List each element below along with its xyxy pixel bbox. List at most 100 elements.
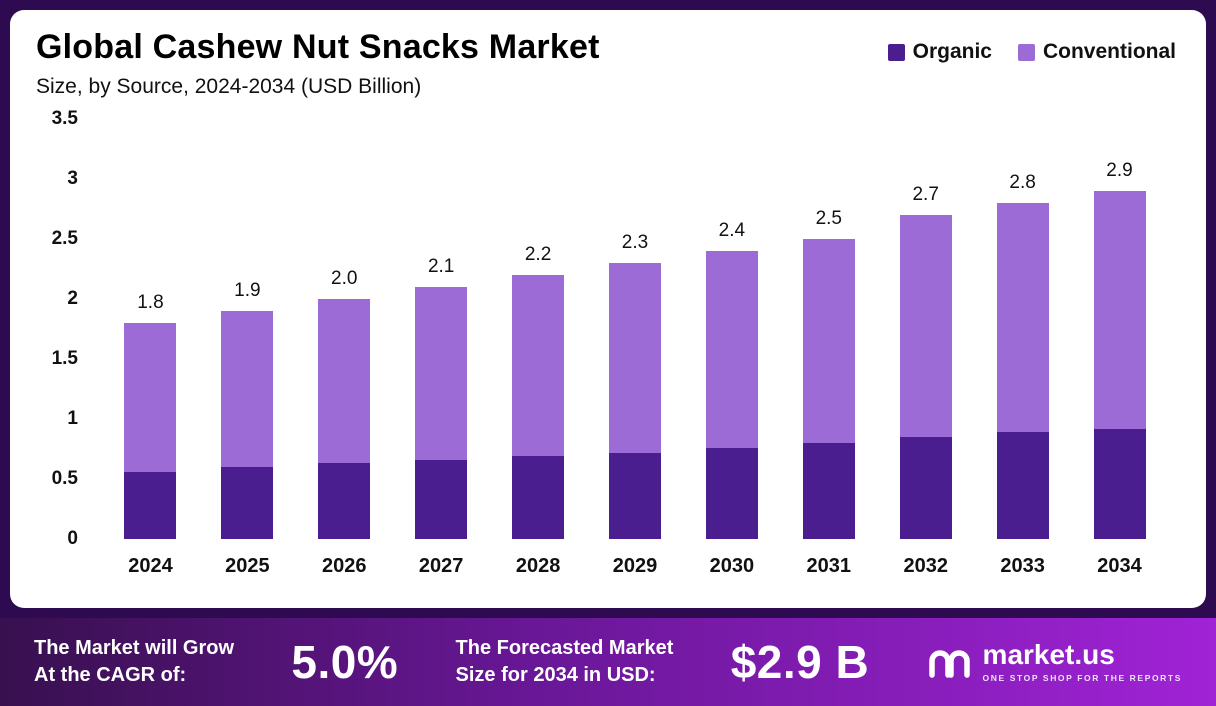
page-subtitle: Size, by Source, 2024-2034 (USD Billion) [36,75,422,98]
chart-card-wrap: Global Cashew Nut Snacks Market Size, by… [10,10,1206,608]
bar-total-label: 2.5 [815,208,842,229]
stacked-bar-2027[interactable] [415,287,468,539]
stacked-bar-2033[interactable] [996,203,1049,539]
bar-chart: 3.5 3 2.5 2 1.5 1 0.5 0 1.8 2024 1.9 2025 2.0 2026 2.… [36,108,1176,608]
organic-segment[interactable] [318,463,371,539]
forecast-value: $2.9 B [730,636,870,688]
stacked-bar-2029[interactable] [608,263,661,539]
x-axis-label: 2025 [225,555,270,577]
stacked-bar-2034[interactable] [1093,191,1146,539]
plot-area: 1.8 2024 1.9 2025 2.0 2026 2.1 2027 2.2 2028 2.3 20… [94,119,1176,577]
organic-segment[interactable] [415,459,468,539]
y-axis-label: 1.5 [51,348,78,369]
organic-segment[interactable] [996,432,1049,539]
bar-total-label: 2.4 [718,220,746,241]
x-axis-label: 2034 [1097,555,1142,577]
organic-segment[interactable] [608,452,661,539]
bar-group: 2.5 2031 [780,119,877,577]
conventional-swatch-icon [1017,43,1035,61]
y-axis-label: 2 [67,288,78,310]
legend-item-organic[interactable]: Organic [887,40,992,64]
x-axis-label: 2030 [709,555,755,577]
brand-logo[interactable]: market.us ONE STOP SHOP FOR THE REPORTS [927,641,1182,683]
y-axis-label: 3.5 [51,108,78,129]
legend: Organic Conventional [887,40,1176,64]
bar-group: 2.8 2033 [974,119,1071,577]
organic-segment[interactable] [802,443,855,539]
stacked-bar-2028[interactable] [512,275,565,539]
organic-segment[interactable] [124,471,177,539]
cagr-value: 5.0% [291,636,399,688]
bar-total-label: 1.8 [137,292,164,313]
bar-total-label: 2.7 [912,184,939,205]
stacked-bar-2026[interactable] [318,299,371,539]
bar-total-label: 2.0 [331,268,358,289]
x-axis-label: 2032 [903,555,948,577]
forecast-label-line2: Size for 2034 in USD: [455,664,656,686]
bar-total-label: 2.9 [1106,160,1133,181]
brand-text: market.us ONE STOP SHOP FOR THE REPORTS [982,639,1182,684]
x-axis-label: 2028 [515,555,561,577]
x-axis-label: 2026 [322,555,367,577]
conventional-segment[interactable] [221,311,274,467]
cagr-label: The Market will Grow At the CAGR of: [34,635,234,689]
conventional-segment[interactable] [124,323,177,472]
stacked-bar-2030[interactable] [705,251,758,539]
y-axis-label: 0 [67,528,78,549]
organic-segment[interactable] [705,447,758,539]
bar-total-label: 2.8 [1009,172,1036,193]
conventional-segment[interactable] [512,275,565,457]
bar-group: 2.9 2034 [1071,119,1168,577]
bar-group: 2.1 2027 [393,119,490,577]
organic-segment[interactable] [1093,428,1146,539]
y-axis-label: 1 [67,408,78,430]
conventional-segment[interactable] [705,251,758,448]
bar-group: 2.2 2028 [490,119,587,577]
bar-group: 2.0 2026 [296,119,393,577]
bar-group: 2.7 2032 [877,119,974,577]
conventional-segment[interactable] [996,203,1049,433]
y-axis-label: 0.5 [51,468,78,490]
title-block: Global Cashew Nut Snacks Market Size, by… [36,28,600,99]
organic-segment[interactable] [899,437,952,539]
cagr-label-line2: At the CAGR of: [34,664,187,686]
chart-card: Global Cashew Nut Snacks Market Size, by… [10,10,1206,608]
marketus-logo-icon [928,650,970,678]
stacked-bar-2032[interactable] [899,215,952,539]
x-axis-label: 2027 [418,555,464,577]
legend-label: Organic [912,40,992,63]
brand-tagline: ONE STOP SHOP FOR THE REPORTS [982,673,1182,683]
bar-group: 1.9 2025 [199,119,296,577]
bar-group: 2.3 2029 [587,119,684,577]
stacked-bar-2025[interactable] [221,311,274,539]
bar-group: 2.4 2030 [683,119,780,577]
bar-total-label: 2.3 [621,232,649,253]
x-axis-label: 2029 [612,555,658,577]
bar-total-label: 2.2 [524,244,552,265]
conventional-segment[interactable] [1093,191,1146,429]
conventional-segment[interactable] [802,239,855,443]
x-axis-label: 2024 [128,555,173,577]
forecast-label: The Forecasted Market Size for 2034 in U… [456,635,674,689]
y-axis: 3.5 3 2.5 2 1.5 1 0.5 0 [36,108,94,549]
organic-segment[interactable] [512,456,565,539]
organic-segment[interactable] [221,467,274,539]
y-axis-label: 3 [67,168,78,189]
bar-total-label: 1.9 [234,280,261,301]
conventional-segment[interactable] [415,287,468,460]
conventional-segment[interactable] [899,215,952,437]
x-axis-label: 2031 [806,555,852,577]
cagr-label-line1: The Market will Grow [34,637,235,659]
stacked-bar-2024[interactable] [124,323,177,539]
brand-name: market.us [982,639,1115,670]
page-title: Global Cashew Nut Snacks Market [36,28,600,66]
conventional-segment[interactable] [608,263,661,453]
stacked-bar-2031[interactable] [802,239,855,539]
conventional-segment[interactable] [318,299,371,464]
bar-group: 1.8 2024 [102,119,199,577]
legend-item-conventional[interactable]: Conventional [1017,40,1176,64]
organic-swatch-icon [887,43,905,61]
forecast-label-line1: The Forecasted Market [455,637,674,659]
x-axis-label: 2033 [1000,555,1045,577]
